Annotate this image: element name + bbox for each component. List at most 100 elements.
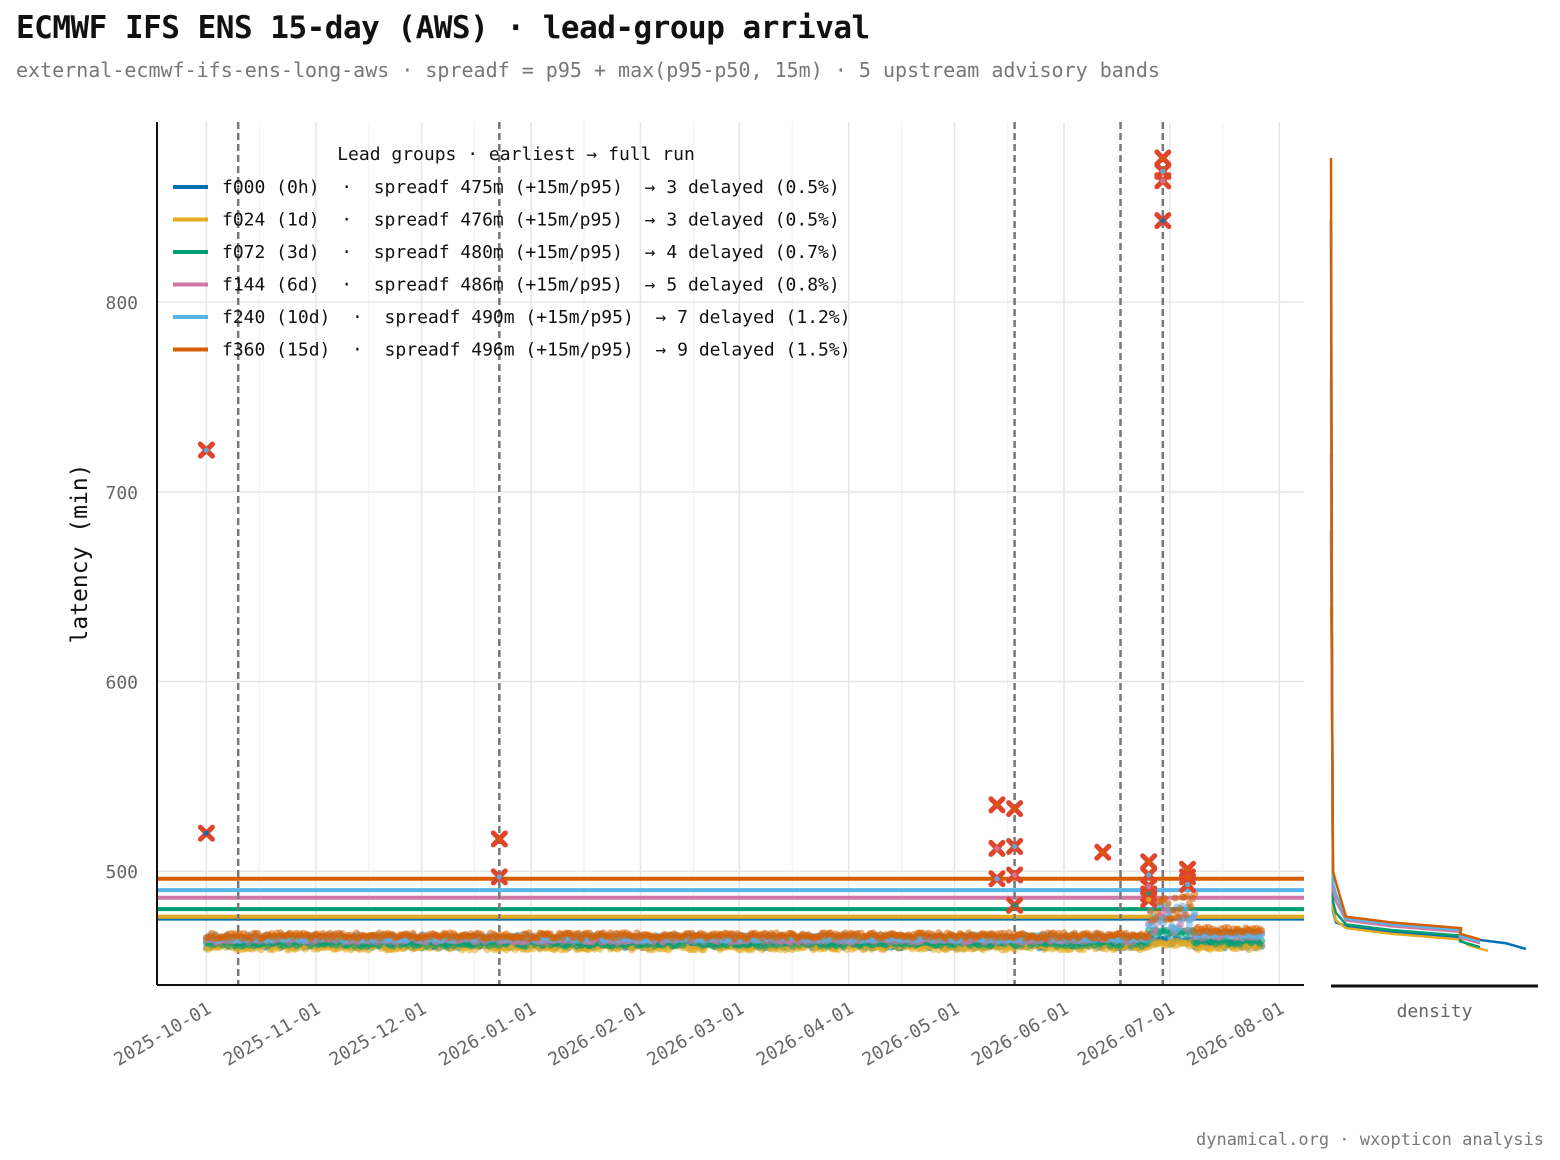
point-f360 (1176, 904, 1185, 913)
y-tick-label: 800 (105, 293, 138, 314)
x-tick-label: 2026-07-01 (1074, 998, 1178, 1070)
point-f240 (1175, 924, 1183, 933)
delayed-center-f360 (1160, 155, 1166, 161)
delayed-center-f360 (1146, 859, 1152, 865)
delayed-center-f360 (1184, 866, 1191, 872)
density-axis-label: density (1397, 1001, 1473, 1022)
x-tick-label: 2026-01-01 (435, 998, 539, 1070)
delayed-center-f360 (1184, 874, 1191, 880)
legend-label-f024: f024 (1d) · spreadf 476m (+15m/p95) → 3 … (222, 210, 840, 231)
delayed-center-f144 (1012, 872, 1018, 878)
y-axis-label: latency (min) (67, 463, 93, 643)
delayed-marker (1006, 838, 1024, 856)
grid (157, 122, 1304, 985)
x-tick-label: 2026-08-01 (1183, 998, 1287, 1070)
delayed-marker (1006, 896, 1024, 914)
point-f360 (1171, 894, 1179, 902)
point-f360 (1175, 913, 1183, 921)
delayed-center-f072 (1012, 902, 1018, 908)
delayed-markers (197, 149, 1197, 914)
point-f240 (1190, 909, 1199, 917)
delayed-center-f360 (1100, 849, 1106, 855)
delayed-marker (1006, 866, 1024, 884)
delayed-marker (490, 868, 508, 886)
point-f144 (1183, 926, 1192, 934)
x-tick-label: 2025-11-01 (220, 998, 324, 1070)
legend: Lead groups · earliest → full run f000 (0… (173, 144, 851, 361)
point-f360 (1146, 907, 1155, 916)
density-curve-f240 (1329, 378, 1481, 943)
density-curve-f360 (1329, 158, 1481, 941)
point-f360 (1152, 915, 1160, 923)
delayed-center-f000 (1160, 218, 1166, 224)
point-f360 (1153, 908, 1162, 916)
x-tick-label: 2026-06-01 (968, 998, 1072, 1070)
point-f360 (1187, 903, 1195, 911)
legend-label-f072: f072 (3d) · spreadf 480m (+15m/p95) → 4 … (222, 242, 840, 263)
x-tick-label: 2026-05-01 (859, 998, 963, 1070)
delayed-center-f360 (1012, 806, 1018, 812)
delayed-center-f240 (1160, 168, 1166, 174)
delayed-center-f144 (994, 845, 1000, 852)
legend-label-f144: f144 (6d) · spreadf 486m (+15m/p95) → 5 … (222, 275, 840, 296)
delayed-center-f360 (994, 802, 1000, 808)
x-tick-label: 2025-10-01 (111, 998, 215, 1070)
delayed-marker (1154, 172, 1172, 190)
delayed-center-f240 (994, 876, 1000, 882)
legend-label-f240: f240 (10d) · spreadf 490m (+15m/p95) → 7… (222, 307, 851, 328)
delayed-marker (988, 839, 1006, 857)
point-f360 (1164, 899, 1172, 908)
series-f024-segment (1145, 937, 1199, 950)
delayed-marker (1154, 212, 1172, 230)
delayed-marker (1140, 891, 1158, 909)
delayed-marker (1094, 843, 1112, 861)
point-f360 (1258, 927, 1266, 935)
x-tick-label: 2025-12-01 (326, 998, 430, 1070)
point-f360 (1183, 892, 1192, 900)
delayed-marker (197, 441, 215, 459)
y-tick-label: 500 (105, 862, 138, 883)
delayed-marker (988, 796, 1006, 814)
chart-subtitle: external-ecmwf-ifs-ens-long-aws · spread… (16, 58, 1160, 82)
threshold-lines (157, 876, 1304, 921)
series-f360-segment (1190, 923, 1266, 937)
delayed-marker (988, 870, 1006, 888)
delayed-center-f240 (1146, 872, 1152, 878)
arrival-points (202, 890, 1266, 954)
y-tick-label: 700 (105, 483, 138, 504)
delayed-marker (1154, 149, 1172, 167)
axes: 500 600 700 800 2025-10-01 2025-11-01 2025-12-… (67, 122, 1304, 1071)
delayed-marker (1140, 853, 1158, 871)
x-tick-label: 2026-03-01 (643, 998, 747, 1070)
series-f360-segment (202, 929, 1153, 943)
chart-title: ECMWF IFS ENS 15-day (AWS) · lead-group … (16, 10, 870, 46)
point-f144 (1152, 926, 1160, 934)
legend-label-f000: f000 (0h) · spreadf 475m (+15m/p95) → 3 … (222, 177, 840, 198)
delayed-marker (1179, 875, 1197, 893)
delayed-center-f240 (496, 874, 502, 880)
y-tick-label: 600 (105, 673, 138, 694)
delayed-center-f000 (203, 830, 210, 836)
latency-chart: 500 600 700 800 2025-10-01 2025-11-01 2025-12-… (67, 122, 1538, 1071)
delayed-marker (490, 830, 508, 848)
delayed-center-f240 (1012, 843, 1018, 850)
delayed-center-f024 (1146, 897, 1152, 903)
point-f360 (1182, 911, 1190, 919)
delayed-center-f240 (1184, 881, 1191, 888)
delayed-center-f144 (1146, 883, 1152, 889)
density-curve-f072 (1329, 529, 1481, 949)
delayed-center-f240 (203, 447, 210, 453)
density-panel: density (1329, 158, 1538, 1022)
density-curve-f144 (1329, 453, 1481, 945)
delayed-center-f144 (1160, 178, 1166, 184)
x-tick-label: 2026-04-01 (753, 998, 857, 1070)
delayed-marker (1006, 800, 1024, 818)
delayed-marker (197, 824, 215, 842)
point-f360 (1145, 933, 1153, 941)
legend-title: Lead groups · earliest → full run (337, 144, 695, 165)
density-curve-f000 (1329, 220, 1527, 951)
point-f360 (1168, 915, 1176, 923)
density-curve-f024 (1329, 605, 1489, 953)
legend-label-f360: f360 (15d) · spreadf 496m (+15m/p95) → 9… (222, 340, 851, 361)
delayed-center-f360 (496, 836, 502, 842)
